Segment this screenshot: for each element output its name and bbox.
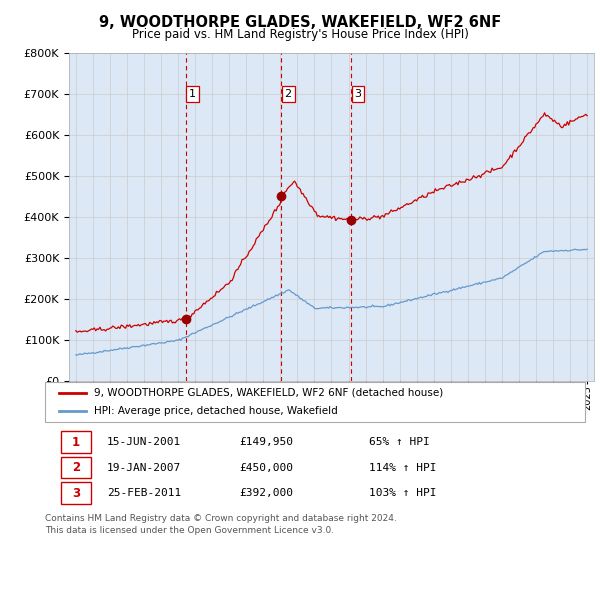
Text: 114% ↑ HPI: 114% ↑ HPI <box>369 463 437 473</box>
Text: 1: 1 <box>189 89 196 99</box>
Text: 2: 2 <box>284 89 292 99</box>
FancyBboxPatch shape <box>61 457 91 478</box>
Text: 25-FEB-2011: 25-FEB-2011 <box>107 488 181 498</box>
Text: Price paid vs. HM Land Registry's House Price Index (HPI): Price paid vs. HM Land Registry's House … <box>131 28 469 41</box>
Text: This data is licensed under the Open Government Licence v3.0.: This data is licensed under the Open Gov… <box>45 526 334 535</box>
Text: £149,950: £149,950 <box>239 437 293 447</box>
Text: 1: 1 <box>72 435 80 448</box>
Text: 3: 3 <box>72 487 80 500</box>
FancyBboxPatch shape <box>61 482 91 504</box>
Text: 19-JAN-2007: 19-JAN-2007 <box>107 463 181 473</box>
Text: 9, WOODTHORPE GLADES, WAKEFIELD, WF2 6NF (detached house): 9, WOODTHORPE GLADES, WAKEFIELD, WF2 6NF… <box>94 388 443 398</box>
Text: 3: 3 <box>355 89 362 99</box>
Text: £392,000: £392,000 <box>239 488 293 498</box>
Text: 2: 2 <box>72 461 80 474</box>
FancyBboxPatch shape <box>61 431 91 453</box>
FancyBboxPatch shape <box>45 382 585 422</box>
Text: 15-JUN-2001: 15-JUN-2001 <box>107 437 181 447</box>
Text: 65% ↑ HPI: 65% ↑ HPI <box>369 437 430 447</box>
Text: Contains HM Land Registry data © Crown copyright and database right 2024.: Contains HM Land Registry data © Crown c… <box>45 514 397 523</box>
Text: HPI: Average price, detached house, Wakefield: HPI: Average price, detached house, Wake… <box>94 405 337 415</box>
Text: £450,000: £450,000 <box>239 463 293 473</box>
Text: 103% ↑ HPI: 103% ↑ HPI <box>369 488 437 498</box>
Text: 9, WOODTHORPE GLADES, WAKEFIELD, WF2 6NF: 9, WOODTHORPE GLADES, WAKEFIELD, WF2 6NF <box>99 15 501 30</box>
